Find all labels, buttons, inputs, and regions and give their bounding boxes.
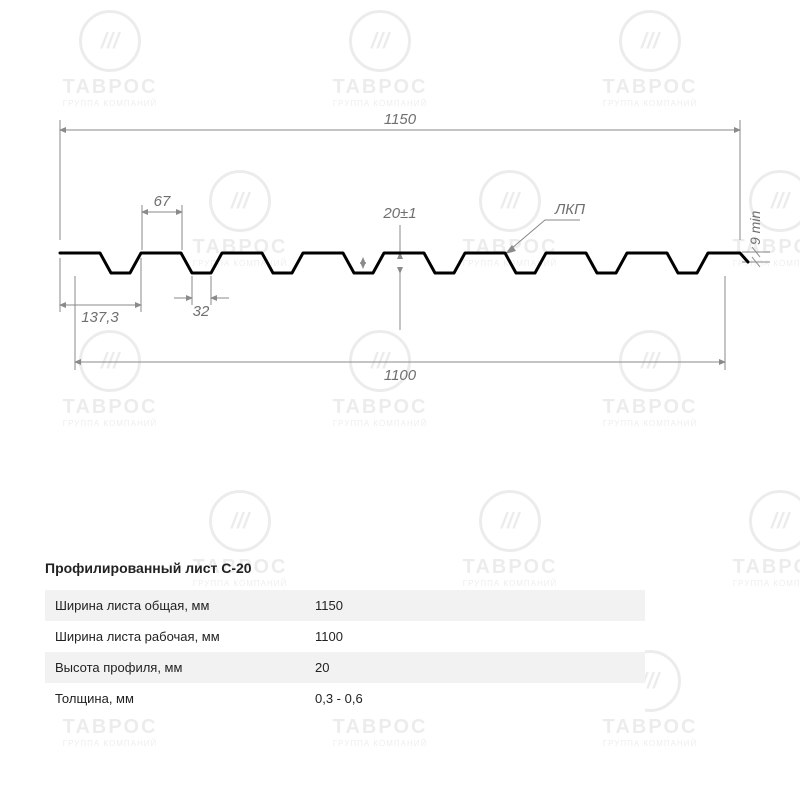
spec-row: Высота профиля, мм 20 [45,652,645,683]
profile-path [60,253,748,273]
spec-label: Высота профиля, мм [55,660,315,675]
dim-valley-width: 32 [193,303,210,320]
spec-row: Толщина, мм 0,3 - 0,6 [45,683,645,714]
spec-label: Ширина листа рабочая, мм [55,629,315,644]
dim-edge-height: 9 min [747,211,763,245]
spec-row: Ширина листа общая, мм 1150 [45,590,645,621]
label-coating: ЛКП [554,201,585,218]
spec-value: 0,3 - 0,6 [315,691,415,706]
spec-label: Ширина листа общая, мм [55,598,315,613]
dim-top-overall: 1150 [384,111,417,128]
spec-title: Профилированный лист С-20 [45,560,645,576]
spec-value: 1100 [315,629,415,644]
dim-pitch: 137,3 [81,309,119,326]
profile-diagram: 1150 67 20±1 ЛКП 9 min [0,0,800,520]
spec-label: Толщина, мм [55,691,315,706]
spec-table: Профилированный лист С-20 Ширина листа о… [45,560,645,714]
dim-crest-width: 67 [154,193,171,210]
spec-value: 1150 [315,598,415,613]
dim-bottom-working: 1100 [384,367,417,384]
spec-row: Ширина листа рабочая, мм 1100 [45,621,645,652]
dim-height: 20±1 [382,205,416,222]
spec-value: 20 [315,660,415,675]
